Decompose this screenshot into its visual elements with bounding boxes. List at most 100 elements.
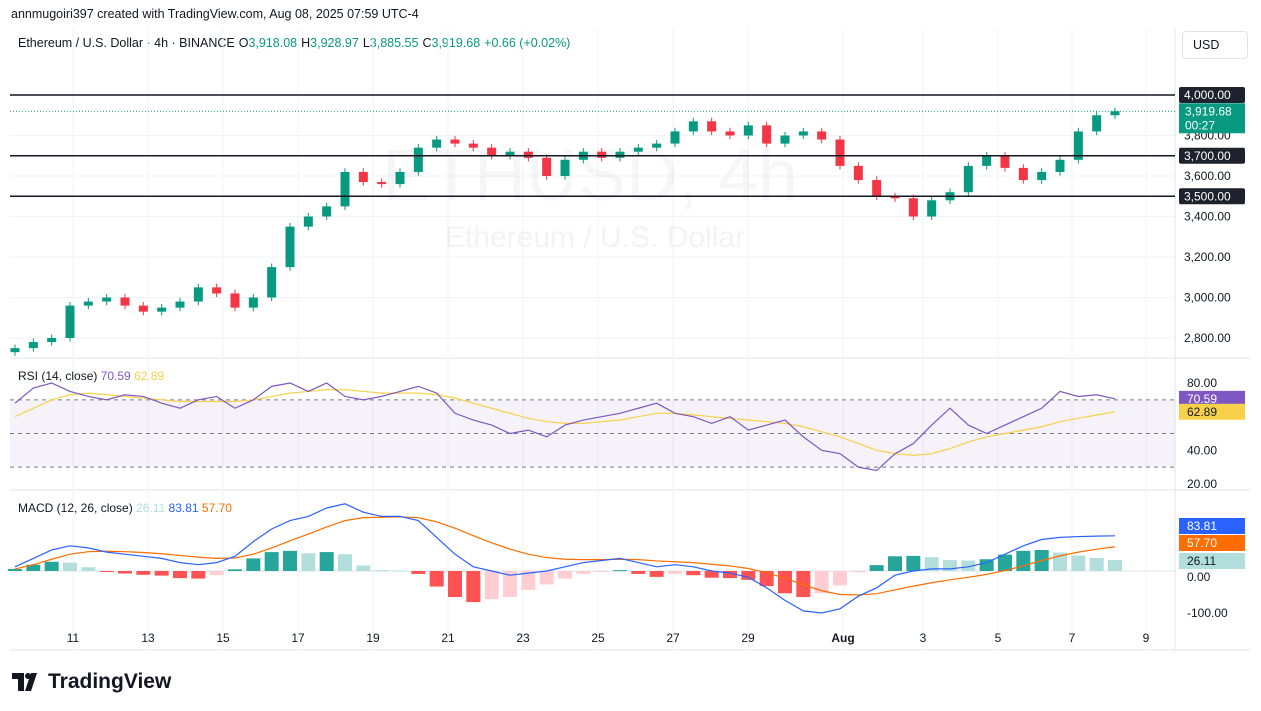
price-axis-label: 2,800.00 <box>1184 331 1231 345</box>
currency-button[interactable]: USD <box>1182 31 1248 59</box>
countdown-label: 00:27 <box>1185 118 1215 132</box>
change-value: +0.66 (+0.02%) <box>484 36 571 50</box>
candle-up <box>10 348 20 353</box>
candle-up <box>102 297 112 302</box>
candle-down <box>358 171 368 183</box>
macd-histogram-bar <box>503 571 517 598</box>
rsi-legend: RSI (14, close) 70.59 62.89 <box>18 369 164 383</box>
macd-histogram-bar <box>228 569 242 571</box>
time-axis-label: 23 <box>516 631 530 645</box>
macd-histogram-bar <box>649 571 664 577</box>
macd-histogram-bar <box>99 571 114 572</box>
macd-histogram-bar <box>851 571 866 573</box>
macd-histogram-bar <box>81 567 96 571</box>
candle-down <box>138 305 148 312</box>
rsi-ma-tag-label: 62.89 <box>1187 405 1217 419</box>
candle-down <box>468 143 478 148</box>
candle-up <box>432 139 442 148</box>
time-axis-label: 3 <box>920 631 927 645</box>
candle-down <box>872 180 882 197</box>
macd-histogram-bar <box>778 571 792 594</box>
macd-title: MACD (12, 26, close) <box>18 501 133 515</box>
candle-up <box>1055 159 1065 172</box>
rsi-axis-label: 20.00 <box>1187 477 1217 491</box>
candle-up <box>1037 171 1047 181</box>
macd-histogram-bar <box>209 571 224 576</box>
candle-down <box>725 131 735 136</box>
macd-histogram-bar <box>924 557 939 571</box>
candle-down <box>487 147 497 156</box>
rsi-ma-value: 62.89 <box>134 369 165 383</box>
macd-hist-tag-label: 26.11 <box>1187 554 1216 568</box>
candle-up <box>1073 131 1083 160</box>
macd-histogram-bar <box>374 570 389 572</box>
candle-up <box>395 171 405 185</box>
macd-histogram-bar <box>173 571 187 579</box>
candle-up <box>193 287 203 302</box>
macd-histogram-bar <box>429 571 444 587</box>
high-value: 3,928.97 <box>310 36 359 50</box>
candle-up <box>688 121 698 132</box>
last-price-tag <box>1179 103 1245 134</box>
candle-up <box>322 206 332 217</box>
macd-histogram-bar <box>411 571 426 574</box>
chart-credit: annmugoiri397 created with TradingView.c… <box>11 7 419 21</box>
candle-up <box>780 135 790 144</box>
candle-up <box>175 301 185 308</box>
rsi-value: 70.59 <box>100 369 131 383</box>
last-price-label: 3,919.68 <box>1185 104 1232 118</box>
level-price-label: 4,000.00 <box>1184 88 1231 102</box>
macd-histogram-bar <box>723 571 737 579</box>
candle-down <box>853 165 863 181</box>
macd-histogram-bar <box>44 561 59 571</box>
price-axis-label: 3,400.00 <box>1184 210 1231 224</box>
candle-down <box>707 121 717 132</box>
watermark-ticker: ETHUSD, 4h <box>382 136 798 216</box>
low-label: L <box>362 36 370 50</box>
candle-up <box>65 305 75 338</box>
macd-histogram-bar <box>448 571 462 598</box>
macd-histogram-bar <box>943 560 957 571</box>
candle-down <box>120 297 130 306</box>
macd-histogram-bar <box>668 571 682 574</box>
candle-up <box>560 159 570 176</box>
level-price-label: 3,500.00 <box>1184 189 1231 203</box>
candle-up <box>413 147 423 172</box>
level-price-tag <box>1179 188 1245 205</box>
macd-histogram-bar <box>704 571 719 578</box>
macd-histogram-bar <box>246 558 261 571</box>
macd-histogram-bar <box>466 571 481 603</box>
macd-histogram-bar <box>191 571 206 579</box>
macd-histogram-bar <box>558 571 572 579</box>
macd-histogram-bar <box>814 571 829 594</box>
tradingview-logo[interactable]: TradingView <box>12 670 171 694</box>
candle-up <box>652 143 662 148</box>
watermark-name: Ethereum / U.S. Dollar <box>445 221 745 254</box>
macd-histogram-bar <box>484 571 499 600</box>
rsi-axis-label: 40.00 <box>1187 443 1217 457</box>
macd-histogram-bar <box>888 556 902 571</box>
macd-histogram-bar <box>594 571 609 572</box>
rsi-axis-label: 80.00 <box>1187 376 1217 390</box>
macd-macd-tag <box>1179 518 1245 534</box>
time-axis-label: Aug <box>831 631 854 645</box>
macd-histogram-bar <box>869 565 884 571</box>
level-price-label: 3,700.00 <box>1184 149 1231 163</box>
macd-histogram-bar <box>521 571 536 590</box>
macd-histogram-bar <box>338 554 352 571</box>
candle-up <box>28 342 38 349</box>
candle-up <box>1110 111 1120 116</box>
symbol-info[interactable]: Ethereum / U.S. Dollar · 4h · BINANCE <box>18 36 235 50</box>
macd-histogram-bar <box>979 559 994 571</box>
close-label: C <box>422 36 432 50</box>
high-label: H <box>301 36 311 50</box>
time-axis-label: 25 <box>591 631 605 645</box>
candle-up <box>1092 115 1102 132</box>
macd-histogram-bar <box>576 571 591 574</box>
tradingview-logo-icon <box>12 673 37 691</box>
candle-up <box>340 171 350 207</box>
candle-up <box>47 338 57 343</box>
candle-down <box>597 151 607 158</box>
macd-histogram-bar <box>741 571 756 580</box>
